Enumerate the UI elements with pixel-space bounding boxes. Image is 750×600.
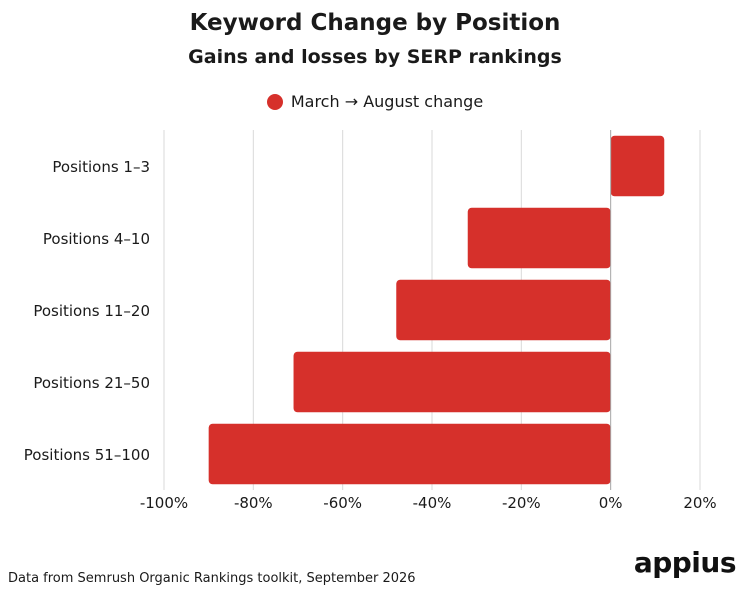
x-tick-label: -80% xyxy=(234,494,273,512)
x-tick-label: 0% xyxy=(599,494,623,512)
legend-swatch-icon xyxy=(266,93,283,110)
category-label: Positions 51–100 xyxy=(24,446,150,464)
x-tick-label: -60% xyxy=(323,494,362,512)
category-label: Positions 21–50 xyxy=(33,374,150,392)
source-footnote: Data from Semrush Organic Rankings toolk… xyxy=(8,571,416,586)
bar xyxy=(293,351,611,413)
legend: March → August change xyxy=(0,92,750,111)
bar xyxy=(208,423,611,485)
bar xyxy=(467,207,611,269)
appius-logo: appius xyxy=(633,546,737,579)
category-label: Positions 4–10 xyxy=(43,230,150,248)
bar xyxy=(610,135,665,197)
bar xyxy=(396,279,611,341)
x-tick-label: 20% xyxy=(683,494,716,512)
chart-title: Keyword Change by Position xyxy=(189,10,561,36)
category-label: Positions 1–3 xyxy=(52,158,150,176)
x-tick-label: -100% xyxy=(140,494,188,512)
legend-label: March → August change xyxy=(290,92,484,111)
x-tick-label: -20% xyxy=(502,494,541,512)
x-tick-label: -40% xyxy=(413,494,452,512)
chart-subtitle: Gains and losses by SERP rankings xyxy=(188,46,562,68)
category-label: Positions 11–20 xyxy=(33,302,150,320)
